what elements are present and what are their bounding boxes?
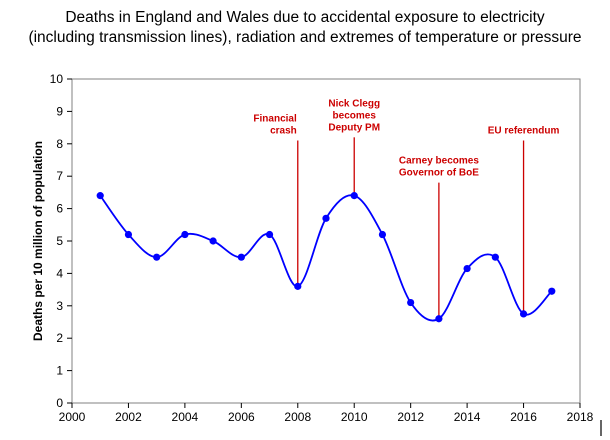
data-point [153, 253, 161, 261]
y-tick-label: 4 [56, 266, 63, 280]
annotation-label: Deputy PM [328, 122, 380, 133]
y-tick-label: 8 [56, 137, 63, 151]
data-point [209, 237, 217, 245]
data-point [435, 315, 443, 323]
data-point [548, 287, 556, 295]
y-tick-label: 2 [56, 331, 63, 345]
y-axis-label: Deaths per 10 million of population [31, 141, 45, 341]
data-point [519, 310, 528, 318]
annotation-label: Financial [253, 114, 297, 125]
y-tick-label: 0 [56, 396, 63, 410]
data-point [491, 253, 499, 261]
x-tick-label: 2008 [284, 410, 311, 424]
annotation-label: Nick Clegg [328, 98, 380, 109]
y-tick-label: 9 [56, 104, 63, 118]
x-tick-label: 2010 [341, 410, 368, 424]
data-point [322, 214, 330, 222]
x-tick-label: 2004 [172, 410, 199, 424]
data-point [378, 230, 387, 239]
y-tick-label: 1 [56, 364, 63, 378]
annotation-label: becomes [333, 110, 377, 121]
data-point [237, 253, 245, 261]
annotation-label: Carney becomes [399, 156, 479, 167]
data-point [96, 192, 104, 200]
chart-title-line-1: Deaths in England and Wales due to accid… [65, 9, 545, 26]
x-tick-label: 2006 [228, 410, 255, 424]
y-axis: 0 1 2 3 4 5 6 7 8 9 10 [50, 72, 72, 410]
chart-title-line-2: (including transmission lines), radiatio… [28, 29, 582, 46]
x-tick-label: 2000 [59, 410, 86, 424]
y-tick-label: 6 [56, 202, 63, 216]
data-point [463, 264, 471, 273]
data-point [181, 230, 189, 239]
series-deaths [96, 192, 556, 323]
x-tick-label: 2016 [510, 410, 537, 424]
x-tick-label: 2014 [454, 410, 481, 424]
x-tick-label: 2018 [567, 410, 594, 424]
y-tick-label: 7 [56, 169, 63, 183]
y-tick-label: 3 [56, 299, 63, 313]
annotation-label: crash [270, 126, 297, 137]
annotation-label: EU referendum [488, 126, 560, 137]
annotation-label: Governor of BoE [399, 168, 479, 179]
x-tick-label: 2012 [397, 410, 424, 424]
series-line [99, 194, 553, 322]
data-point [294, 282, 302, 290]
x-tick-label: 2002 [115, 410, 142, 424]
data-point [407, 298, 415, 307]
y-tick-label: 5 [56, 234, 63, 248]
data-point [350, 192, 358, 200]
data-point [265, 230, 274, 239]
x-axis: 2000 2002 2004 2006 2008 2010 2012 2014 2016 2018 [59, 403, 594, 424]
data-point [124, 230, 133, 239]
y-tick-label: 10 [50, 72, 64, 86]
